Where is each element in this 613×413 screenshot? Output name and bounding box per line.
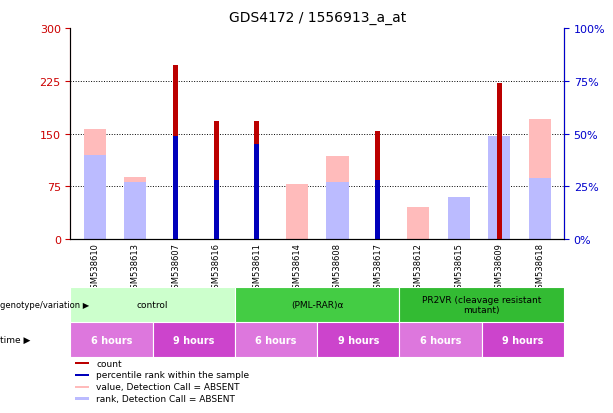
Bar (124, 183, 147, 240)
Bar (83, 155, 106, 240)
Bar (75, 362, 89, 365)
Bar (318, 322, 400, 357)
Bar (286, 185, 308, 240)
Bar (528, 120, 551, 240)
Text: genotype/variation ▶: genotype/variation ▶ (0, 300, 89, 309)
Text: value, Detection Call = ABSENT: value, Detection Call = ABSENT (96, 382, 240, 392)
Bar (400, 322, 482, 357)
Bar (173, 136, 178, 240)
Bar (376, 132, 380, 240)
Bar (214, 180, 219, 240)
Bar (254, 145, 259, 240)
Bar (326, 157, 349, 240)
Text: 6 hours: 6 hours (256, 335, 297, 345)
Bar (75, 397, 89, 400)
Bar (124, 178, 147, 240)
Text: time ▶: time ▶ (0, 335, 31, 344)
Bar (75, 386, 89, 388)
Bar (214, 121, 219, 240)
Text: count: count (96, 359, 122, 368)
Text: 9 hours: 9 hours (173, 335, 215, 345)
Bar (482, 322, 564, 357)
Bar (70, 287, 235, 322)
Bar (447, 197, 470, 240)
Bar (75, 374, 89, 376)
Text: 6 hours: 6 hours (420, 335, 461, 345)
Text: PR2VR (cleavage resistant
mutant): PR2VR (cleavage resistant mutant) (422, 295, 541, 314)
Title: GDS4172 / 1556913_a_at: GDS4172 / 1556913_a_at (229, 11, 406, 25)
Bar (254, 121, 259, 240)
Text: 9 hours: 9 hours (502, 335, 544, 345)
Text: rank, Detection Call = ABSENT: rank, Detection Call = ABSENT (96, 394, 235, 403)
Bar (173, 65, 178, 240)
Bar (400, 287, 564, 322)
Text: 9 hours: 9 hours (338, 335, 379, 345)
Bar (528, 178, 551, 240)
Bar (376, 180, 380, 240)
Text: (PML-RAR)α: (PML-RAR)α (291, 300, 343, 309)
Bar (488, 136, 511, 240)
Bar (497, 84, 501, 240)
Bar (70, 322, 153, 357)
Text: percentile rank within the sample: percentile rank within the sample (96, 370, 249, 380)
Bar (407, 208, 430, 240)
Text: 6 hours: 6 hours (91, 335, 132, 345)
Bar (326, 183, 349, 240)
Bar (153, 322, 235, 357)
Bar (235, 322, 318, 357)
Text: control: control (137, 300, 169, 309)
Bar (83, 129, 106, 240)
Bar (235, 287, 400, 322)
